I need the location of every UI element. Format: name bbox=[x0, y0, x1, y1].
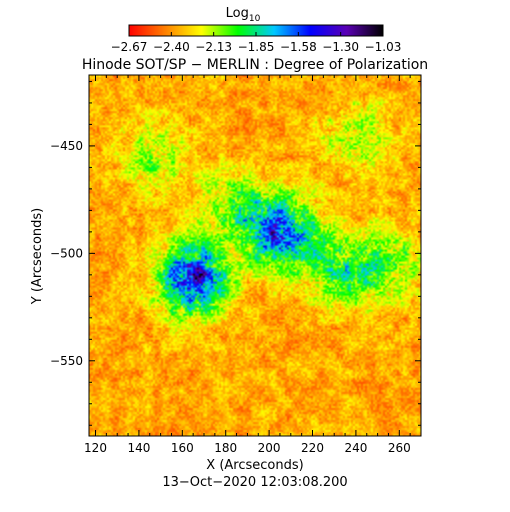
y-tick-label: −550 bbox=[50, 354, 83, 368]
x-axis: 120 140 160 180 200 220 240 260 bbox=[84, 75, 422, 455]
colorbar-ticks: −2.67 −2.40 −2.13 −1.85 −1.58 −1.30 −1.03 bbox=[111, 32, 402, 54]
x-tick-label: 180 bbox=[214, 441, 237, 455]
colorbar-tick-label: −1.58 bbox=[280, 40, 317, 54]
x-tick-label: 200 bbox=[258, 441, 281, 455]
x-axis-label: X (Arcseconds) bbox=[206, 458, 303, 473]
y-tick-label: −500 bbox=[50, 246, 83, 260]
plot-frame bbox=[88, 74, 422, 437]
colorbar-tick-label: −1.30 bbox=[322, 40, 359, 54]
x-tick-label: 220 bbox=[301, 441, 324, 455]
x-tick-label: 240 bbox=[344, 441, 367, 455]
x-tick-label: 160 bbox=[171, 441, 194, 455]
chart-title: Hinode SOT/SP − MERLIN : Degree of Polar… bbox=[82, 57, 428, 73]
polarization-heatmap bbox=[89, 75, 421, 436]
x-tick-label: 140 bbox=[127, 441, 150, 455]
x-tick-label: 120 bbox=[84, 441, 107, 455]
colorbar-tick-label: −2.40 bbox=[153, 40, 190, 54]
observation-timestamp: 13−Oct−2020 12:03:08.200 bbox=[162, 475, 347, 490]
y-tick-label: −450 bbox=[50, 139, 83, 153]
colorbar-tick-label: −2.13 bbox=[195, 40, 232, 54]
x-tick-label: 260 bbox=[388, 441, 411, 455]
colorbar-tick-label: −2.67 bbox=[111, 40, 148, 54]
colorbar-tick-label: −1.03 bbox=[365, 40, 402, 54]
y-axis: −450 −500 −550 bbox=[50, 80, 421, 426]
y-axis-label: Y (Arcseconds) bbox=[30, 208, 45, 305]
colorbar-label: Log10 bbox=[226, 6, 261, 24]
colorbar-tick-label: −1.85 bbox=[238, 40, 275, 54]
